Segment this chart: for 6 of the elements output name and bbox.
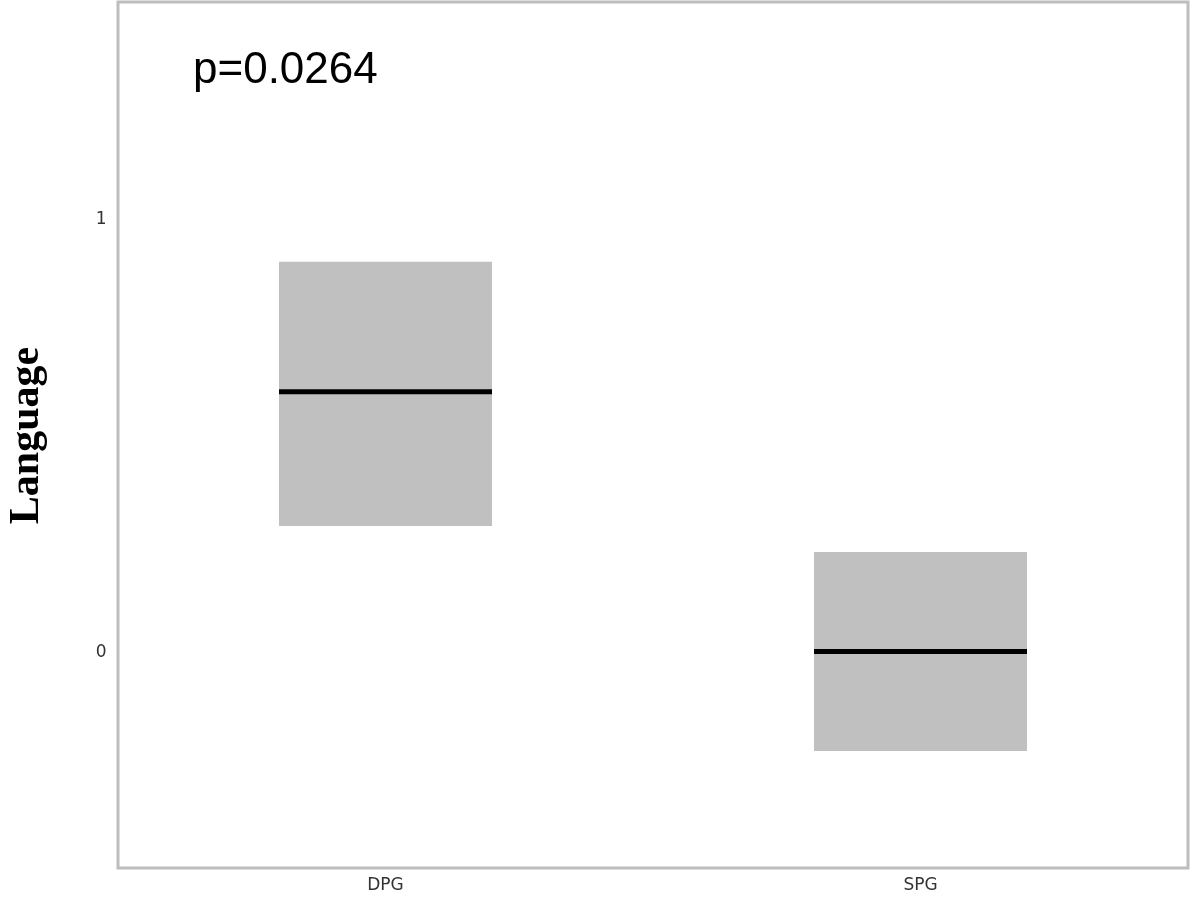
y-tick-label: 0 — [95, 641, 107, 661]
x-tick-label: DPG — [367, 873, 404, 894]
annotation: p=0.0264 — [193, 43, 378, 92]
y-axis-title: Language — [0, 346, 47, 525]
x-tick-label: SPG — [903, 873, 938, 894]
y-tick-label: 1 — [95, 208, 107, 228]
